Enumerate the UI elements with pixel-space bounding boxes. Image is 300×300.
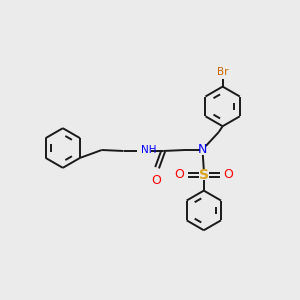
Text: O: O	[224, 168, 233, 181]
Text: N: N	[198, 142, 208, 155]
Text: O: O	[174, 168, 184, 181]
Text: S: S	[199, 168, 209, 182]
Text: NH: NH	[141, 145, 157, 155]
Text: O: O	[151, 174, 161, 187]
Text: Br: Br	[217, 67, 228, 77]
